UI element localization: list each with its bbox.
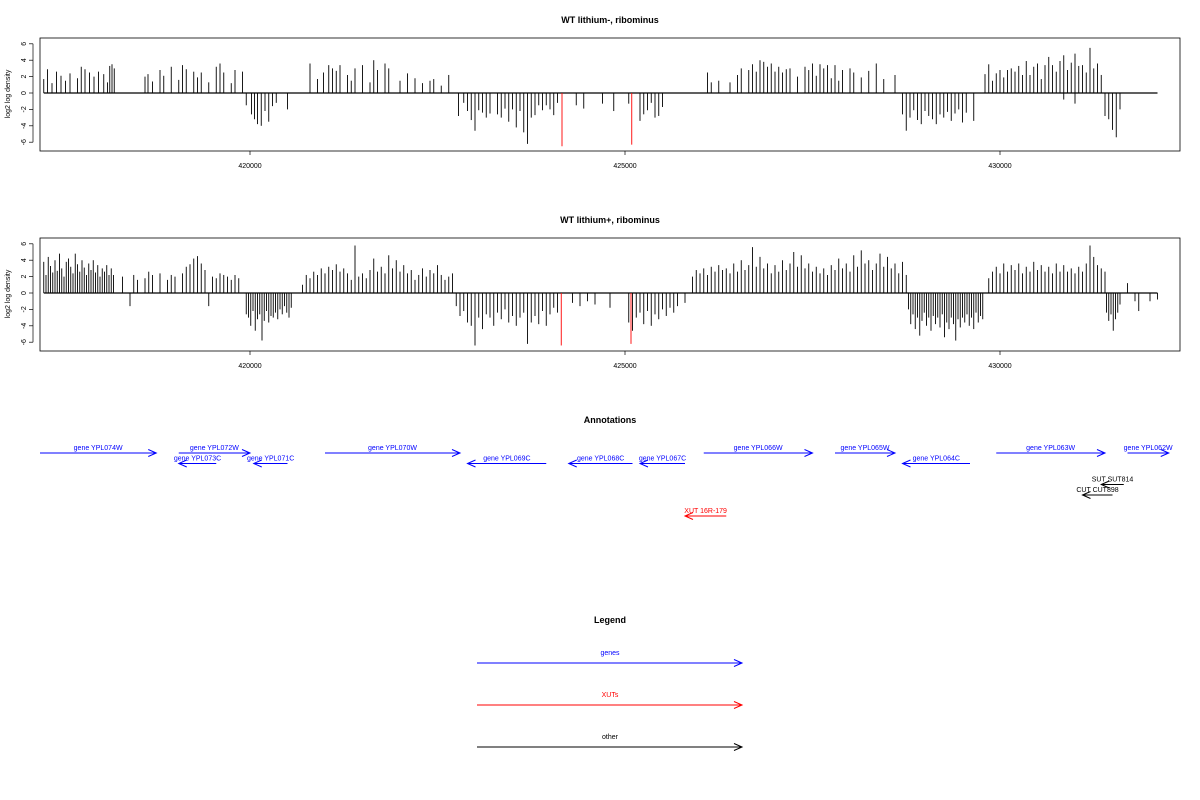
feature-label: CUT CUT898 — [1076, 487, 1118, 494]
y-tick-label: 2 — [21, 75, 28, 79]
panel-title: WT lithium-, ribominus — [561, 15, 659, 25]
feature-label: XUT 16R-179 — [684, 508, 727, 515]
plot-frame — [39, 37, 1181, 152]
x-tick-label: 420000 — [238, 363, 261, 370]
y-tick-label: 0 — [21, 91, 28, 95]
x-tick-label: 425000 — [613, 163, 636, 170]
feature-label: gene YPL062W — [1124, 445, 1173, 452]
feature-arrow: gene YPL073C — [174, 456, 221, 468]
feature-label: gene YPL066W — [734, 445, 783, 452]
feature-arrow: gene YPL065W — [835, 445, 897, 457]
feature-arrow: gene YPL063W — [996, 445, 1107, 457]
feature-arrow: CUT CUT898 — [1076, 487, 1119, 499]
y-tick-label: 6 — [21, 242, 28, 246]
legend-items: genes XUTs other — [477, 650, 744, 751]
legend-label: other — [602, 734, 619, 741]
feature-arrow: gene YPL071C — [247, 456, 294, 468]
feature-label: gene YPL063W — [1026, 445, 1075, 452]
legend-label: XUTs — [602, 692, 619, 699]
feature-label: gene YPL067C — [639, 456, 686, 463]
bars-group — [43, 47, 1158, 147]
y-tick-label: -6 — [21, 339, 28, 345]
y-tick-label: -4 — [21, 323, 28, 329]
feature-label: gene YPL064C — [913, 456, 960, 463]
x-tick-label: 420000 — [238, 163, 261, 170]
panel-title: WT lithium+, ribominus — [560, 215, 660, 225]
y-tick-label: 4 — [21, 258, 28, 262]
feature-arrow: gene YPL070W — [325, 445, 462, 457]
axes-group: -6 -4 -2 0 2 4 6 420000 425000 430000 — [21, 42, 1012, 170]
feature-arrow: gene YPL064C — [901, 456, 970, 468]
y-tick-label: 6 — [21, 42, 28, 46]
feature-arrow: gene YPL074W — [40, 445, 158, 457]
axes-group: -6 -4 -2 0 2 4 6 420000 425000 430000 — [21, 242, 1012, 370]
feature-arrow: gene YPL062W — [1124, 445, 1173, 457]
feature-label: gene YPL065W — [841, 445, 890, 452]
legend-title: Legend — [594, 615, 626, 625]
y-tick-label: 4 — [21, 58, 28, 62]
feature-arrow: gene YPL072W — [178, 445, 252, 457]
annotation-features: gene YPL074W gene YPL072W gene YPL073C gene… — [40, 445, 1173, 520]
y-axis-label: log2 log density — [5, 269, 12, 318]
feature-arrow: gene YPL068C — [567, 456, 633, 468]
legend-item: XUTs — [477, 692, 744, 709]
legend-label: genes — [600, 650, 620, 657]
legend: Legend genes XUTs other — [477, 615, 744, 751]
bars-group — [43, 245, 1158, 346]
y-tick-label: -2 — [21, 106, 28, 112]
feature-arrow: SUT SUT814 — [1092, 477, 1134, 489]
feature-label: SUT SUT814 — [1092, 477, 1134, 484]
plot-frame — [39, 237, 1181, 352]
y-tick-label: 0 — [21, 291, 28, 295]
feature-arrow: gene YPL069C — [466, 456, 547, 468]
feature-label: gene YPL069C — [483, 456, 530, 463]
x-tick-label: 425000 — [613, 363, 636, 370]
y-tick-label: -4 — [21, 123, 28, 129]
legend-item: genes — [477, 650, 744, 667]
x-tick-label: 430000 — [988, 163, 1011, 170]
feature-arrow: gene YPL067C — [638, 456, 686, 468]
legend-item: other — [477, 734, 744, 751]
feature-label: gene YPL070W — [368, 445, 417, 452]
annotations-track: Annotations gene YPL074W gene YPL072Wgene… — [40, 415, 1173, 520]
panel-lithium-plus: WT lithium+, ribominus log2 log density … — [5, 215, 1181, 370]
y-axis-label: log2 log density — [5, 69, 12, 118]
y-tick-label: -2 — [21, 306, 28, 312]
feature-label: gene YPL068C — [577, 456, 624, 463]
panel-lithium-minus: WT lithium-, ribominus log2 log density … — [5, 15, 1181, 170]
feature-label: gene YPL074W — [74, 445, 123, 452]
feature-arrow: gene YPL066W — [703, 445, 814, 457]
annotations-title: Annotations — [584, 415, 637, 425]
y-tick-label: 2 — [21, 275, 28, 279]
y-tick-label: -6 — [21, 139, 28, 145]
feature-label: gene YPL071C — [247, 456, 294, 463]
feature-arrow: XUT 16R-179 — [683, 508, 727, 520]
feature-label: gene YPL072W — [190, 445, 239, 452]
feature-label: gene YPL073C — [174, 456, 221, 463]
x-tick-label: 430000 — [988, 363, 1011, 370]
